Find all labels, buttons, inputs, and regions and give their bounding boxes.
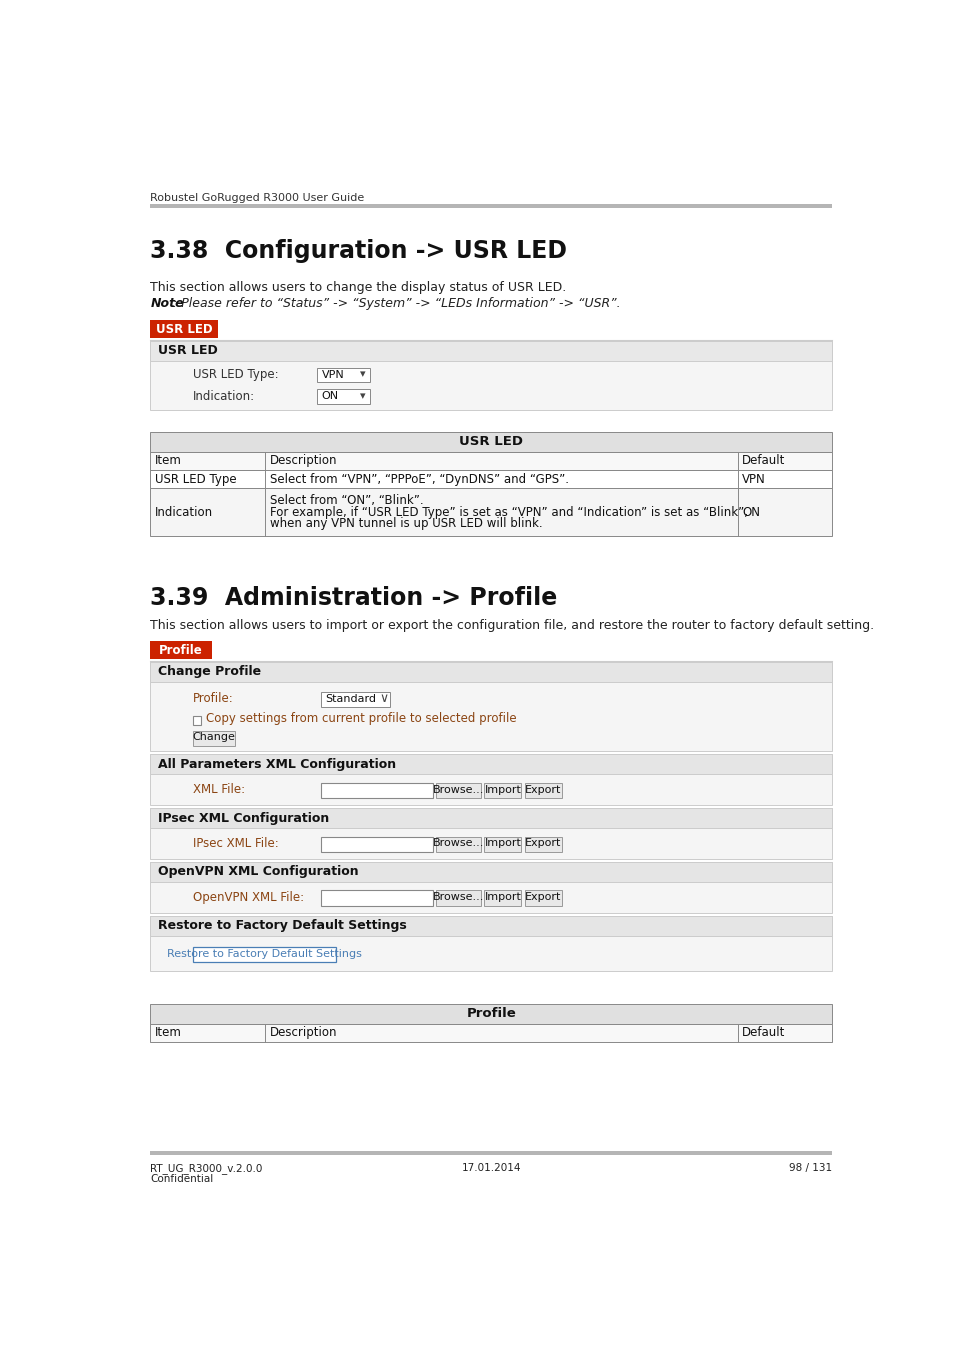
Text: XML File:: XML File: (193, 783, 245, 796)
Text: Browse...: Browse... (433, 838, 484, 848)
Text: ▾: ▾ (360, 392, 366, 401)
Bar (150, 755, 831, 774)
Text: Restore to Factory Default Settings: Restore to Factory Default Settings (167, 949, 361, 958)
Text: For example, if “USR LED Type” is set as “VPN” and “Indication” is set as “Blink: For example, if “USR LED Type” is set as… (270, 506, 747, 518)
Bar (150, 809, 831, 859)
Text: VPN: VPN (321, 370, 344, 379)
Bar (150, 861, 831, 882)
Bar (150, 451, 831, 470)
Text: Export: Export (524, 838, 560, 848)
Text: Import: Import (484, 838, 520, 848)
Text: Restore to Factory Default Settings: Restore to Factory Default Settings (158, 919, 406, 933)
Bar (320, 783, 433, 798)
Text: Import: Import (484, 784, 520, 795)
Text: USR LED: USR LED (458, 435, 522, 448)
Bar (316, 389, 369, 404)
Text: IPsec XML File:: IPsec XML File: (193, 837, 278, 850)
Bar (150, 915, 831, 936)
Text: OpenVPN XML Configuration: OpenVPN XML Configuration (158, 865, 358, 879)
Text: Profile:: Profile: (193, 693, 233, 705)
Text: Default: Default (741, 1026, 785, 1040)
Text: 3.38  Configuration -> USR LED: 3.38 Configuration -> USR LED (150, 239, 567, 263)
Bar (150, 641, 212, 659)
Text: Standard: Standard (325, 694, 376, 703)
Bar (150, 755, 831, 805)
Text: Description: Description (270, 1026, 336, 1040)
Bar (150, 662, 831, 682)
Text: Description: Description (270, 454, 336, 467)
Bar (484, 837, 521, 852)
Text: Export: Export (524, 784, 560, 795)
Text: 3.39  Administration -> Profile: 3.39 Administration -> Profile (150, 586, 557, 609)
Text: when any VPN tunnel is up USR LED will blink.: when any VPN tunnel is up USR LED will b… (270, 517, 541, 531)
Bar (436, 783, 480, 798)
Bar (150, 915, 831, 971)
Text: ∨: ∨ (379, 693, 389, 705)
Text: OpenVPN XML File:: OpenVPN XML File: (193, 891, 304, 904)
Text: IPsec XML Configuration: IPsec XML Configuration (158, 811, 329, 825)
Bar (524, 891, 561, 906)
Text: : Please refer to “Status” -> “System” -> “LEDs Information” -> “USR”.: : Please refer to “Status” -> “System” -… (173, 297, 620, 309)
Bar (150, 432, 831, 451)
Bar (150, 320, 218, 339)
Bar (150, 340, 831, 410)
Text: Select from “ON”, “Blink”.: Select from “ON”, “Blink”. (270, 494, 423, 508)
Bar (484, 891, 521, 906)
Bar (193, 717, 201, 725)
Bar (320, 837, 433, 852)
Text: USR LED: USR LED (156, 323, 213, 336)
Text: Profile: Profile (466, 1007, 516, 1021)
Bar (320, 691, 390, 707)
Bar (150, 1003, 831, 1023)
Text: All Parameters XML Configuration: All Parameters XML Configuration (158, 757, 395, 771)
Bar (150, 1023, 831, 1042)
Bar (524, 783, 561, 798)
Text: Indication:: Indication: (193, 390, 254, 402)
Bar (150, 489, 831, 536)
Bar (150, 662, 831, 751)
Text: This section allows users to change the display status of USR LED.: This section allows users to change the … (150, 281, 566, 294)
Bar (150, 1152, 831, 1156)
Bar (150, 204, 831, 208)
Text: Export: Export (524, 892, 560, 902)
Bar (524, 837, 561, 852)
Text: Copy settings from current profile to selected profile: Copy settings from current profile to se… (206, 713, 517, 725)
Bar (150, 470, 831, 489)
Text: Import: Import (484, 892, 520, 902)
Text: 17.01.2014: 17.01.2014 (461, 1162, 520, 1173)
Text: Change: Change (193, 732, 235, 742)
Bar (193, 732, 235, 745)
Bar (436, 891, 480, 906)
Bar (436, 837, 480, 852)
Text: Note: Note (150, 297, 184, 309)
Text: Indication: Indication (154, 506, 213, 518)
Text: USR LED Type: USR LED Type (154, 472, 236, 486)
Bar (320, 891, 433, 906)
Text: ▾: ▾ (360, 370, 366, 379)
Bar (150, 861, 831, 913)
Text: ON: ON (321, 392, 338, 401)
Text: RT_UG_R3000_v.2.0.0: RT_UG_R3000_v.2.0.0 (150, 1162, 262, 1174)
Bar (316, 367, 369, 382)
Bar (150, 809, 831, 828)
Text: Change Profile: Change Profile (158, 666, 261, 678)
Text: Profile: Profile (159, 644, 203, 656)
Bar (193, 946, 335, 963)
Text: Confidential: Confidential (150, 1173, 213, 1184)
Text: USR LED: USR LED (158, 344, 217, 358)
Text: Default: Default (741, 454, 785, 467)
Text: VPN: VPN (741, 472, 765, 486)
Text: Item: Item (154, 1026, 182, 1040)
Text: 98 / 131: 98 / 131 (788, 1162, 831, 1173)
Bar (150, 340, 831, 360)
Text: Robustel GoRugged R3000 User Guide: Robustel GoRugged R3000 User Guide (150, 193, 364, 202)
Text: Item: Item (154, 454, 182, 467)
Text: ON: ON (741, 506, 760, 518)
Text: This section allows users to import or export the configuration file, and restor: This section allows users to import or e… (150, 620, 874, 632)
Text: Browse...: Browse... (433, 892, 484, 902)
Text: USR LED Type:: USR LED Type: (193, 369, 278, 381)
Text: Browse...: Browse... (433, 784, 484, 795)
Text: Select from “VPN”, “PPPoE”, “DynDNS” and “GPS”.: Select from “VPN”, “PPPoE”, “DynDNS” and… (270, 472, 568, 486)
Bar (484, 783, 521, 798)
